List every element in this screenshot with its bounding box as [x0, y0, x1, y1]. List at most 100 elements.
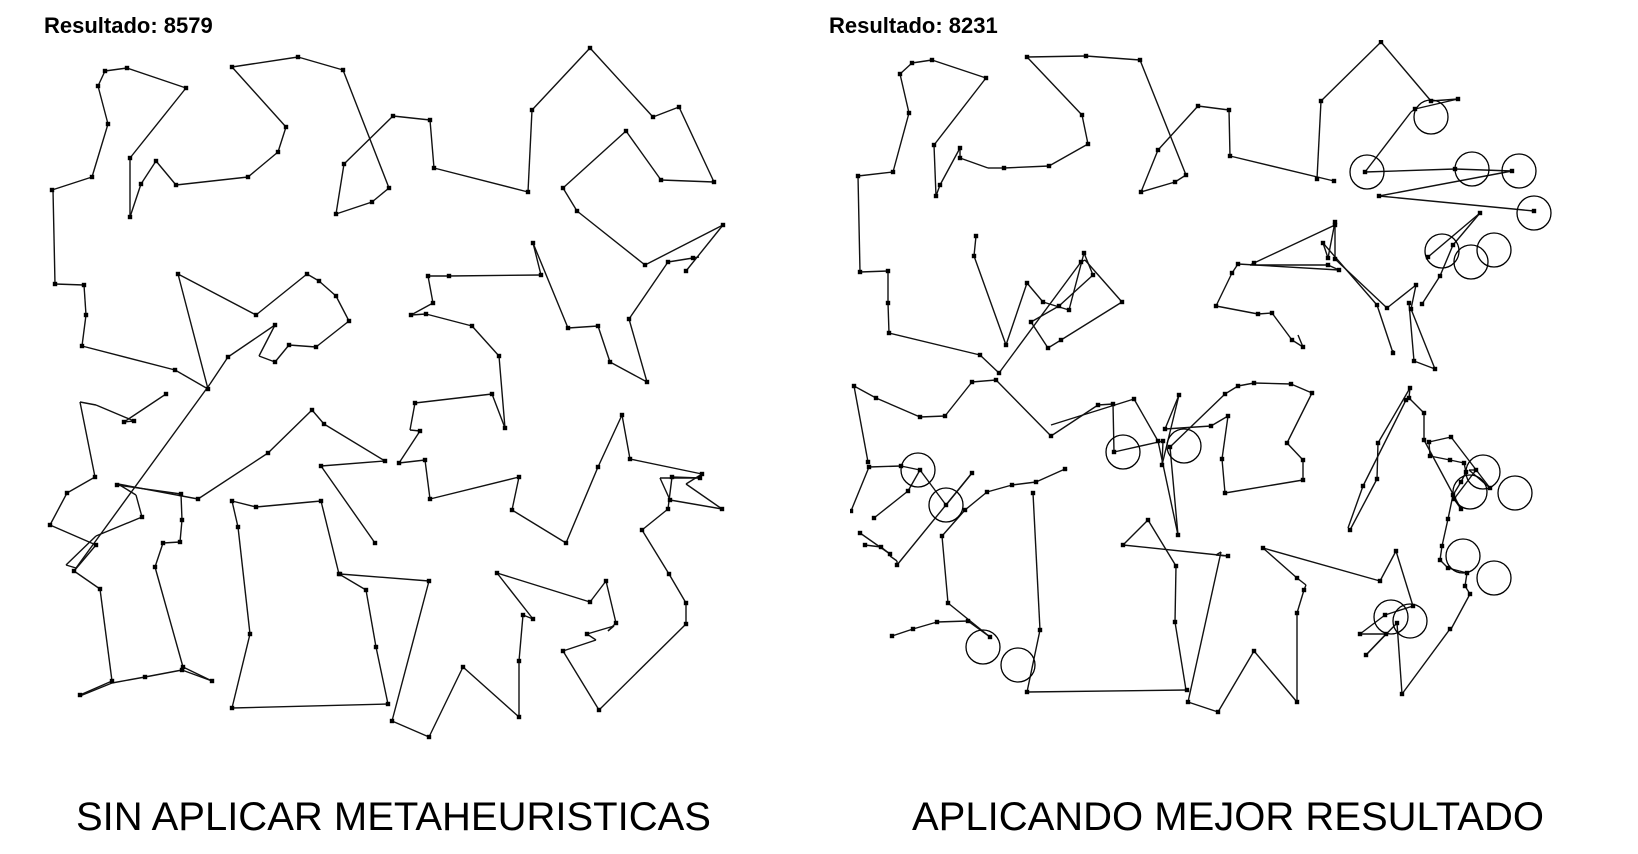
city-node [1332, 222, 1338, 228]
tour-edge [95, 404, 135, 422]
tour-edge [448, 274, 542, 277]
city-node [560, 185, 566, 191]
city-node [1406, 300, 1412, 306]
city-node [1024, 689, 1030, 695]
city-node [1009, 482, 1015, 488]
city-node [933, 193, 939, 199]
city-node [390, 113, 396, 119]
tour-edge [1161, 394, 1180, 466]
city-node [584, 631, 590, 637]
city-node [613, 620, 619, 626]
tour-edge [49, 524, 97, 546]
tour-edge [140, 160, 157, 185]
tour-edge [97, 85, 109, 125]
city-node [1062, 466, 1068, 472]
city-node [494, 570, 500, 576]
result-label-right: Resultado: 8231 [829, 13, 998, 38]
tour-edge [73, 570, 101, 590]
city-node [175, 271, 181, 277]
city-node [669, 474, 675, 480]
tour-edge [562, 639, 597, 652]
tour-edge [1157, 105, 1199, 151]
city-node [887, 551, 893, 557]
city-node [225, 354, 231, 360]
city-node [697, 475, 703, 481]
city-node [1222, 490, 1228, 496]
tour-edge [678, 106, 715, 183]
city-node [172, 367, 178, 373]
tour-edge [81, 345, 176, 371]
city-node [639, 527, 645, 533]
city-node [931, 142, 937, 148]
tour-edge [1187, 551, 1222, 703]
city-node [127, 214, 133, 220]
city-node [1509, 168, 1515, 174]
city-node [509, 507, 515, 513]
tour-edge [527, 109, 533, 193]
city-node [516, 714, 522, 720]
tour-edge [197, 452, 269, 500]
tour-edge [342, 69, 390, 189]
city-node [971, 253, 977, 259]
city-node [283, 124, 289, 130]
tour-edge [652, 106, 680, 118]
city-node [945, 600, 951, 606]
tour-edge [1026, 689, 1188, 693]
tour-edge [1187, 701, 1219, 713]
tour-edge [586, 625, 615, 635]
city-node [1095, 402, 1101, 408]
highlight-circle [1166, 428, 1202, 464]
tour-edge [1253, 382, 1292, 385]
tour-edge [1011, 481, 1037, 486]
tour-edge [1026, 282, 1044, 303]
tour-edge [414, 393, 493, 404]
tour-edge [1253, 650, 1298, 703]
tour-edge [562, 187, 578, 212]
city-node [321, 421, 327, 427]
city-node [1374, 302, 1380, 308]
city-node [957, 145, 963, 151]
city-node [1360, 483, 1366, 489]
tour-edge [1396, 622, 1403, 695]
city-node [525, 189, 531, 195]
tour-edge [1035, 468, 1066, 483]
tour-edge [1197, 105, 1230, 111]
city-node [1138, 189, 1144, 195]
city-node [1331, 178, 1337, 184]
tour-edge [66, 476, 96, 494]
city-node [427, 117, 433, 123]
city-node [1419, 301, 1425, 307]
city-node [1325, 262, 1331, 268]
city-node [382, 458, 388, 464]
tour-edge [79, 401, 97, 406]
tour-edge [900, 465, 921, 471]
city-node [1477, 210, 1483, 216]
city-node [965, 618, 971, 624]
highlight-circle [1465, 454, 1501, 490]
tour-edge [1097, 403, 1114, 406]
highlight-circle [1476, 560, 1512, 596]
city-node [1378, 40, 1384, 45]
city-node [1208, 423, 1214, 429]
city-node [1225, 553, 1231, 559]
tour-edge [1327, 221, 1336, 259]
city-node [337, 571, 343, 577]
city-node [574, 208, 580, 214]
tour-edge [933, 77, 987, 146]
tour-edge [685, 473, 703, 485]
city-node [1447, 626, 1453, 632]
tour-edge [83, 284, 87, 316]
tour-edge [1228, 109, 1231, 157]
city-node [153, 158, 159, 164]
tour-edge [1320, 41, 1382, 102]
city-node [1145, 517, 1151, 523]
tour-edge [181, 373, 209, 390]
city-node [871, 515, 877, 521]
city-node [1336, 267, 1342, 273]
tour-edge [1060, 301, 1123, 341]
city-node [313, 344, 319, 350]
city-node [587, 599, 593, 605]
city-node [1001, 165, 1007, 171]
tour-edge [54, 283, 85, 286]
tour-edge [589, 580, 607, 603]
